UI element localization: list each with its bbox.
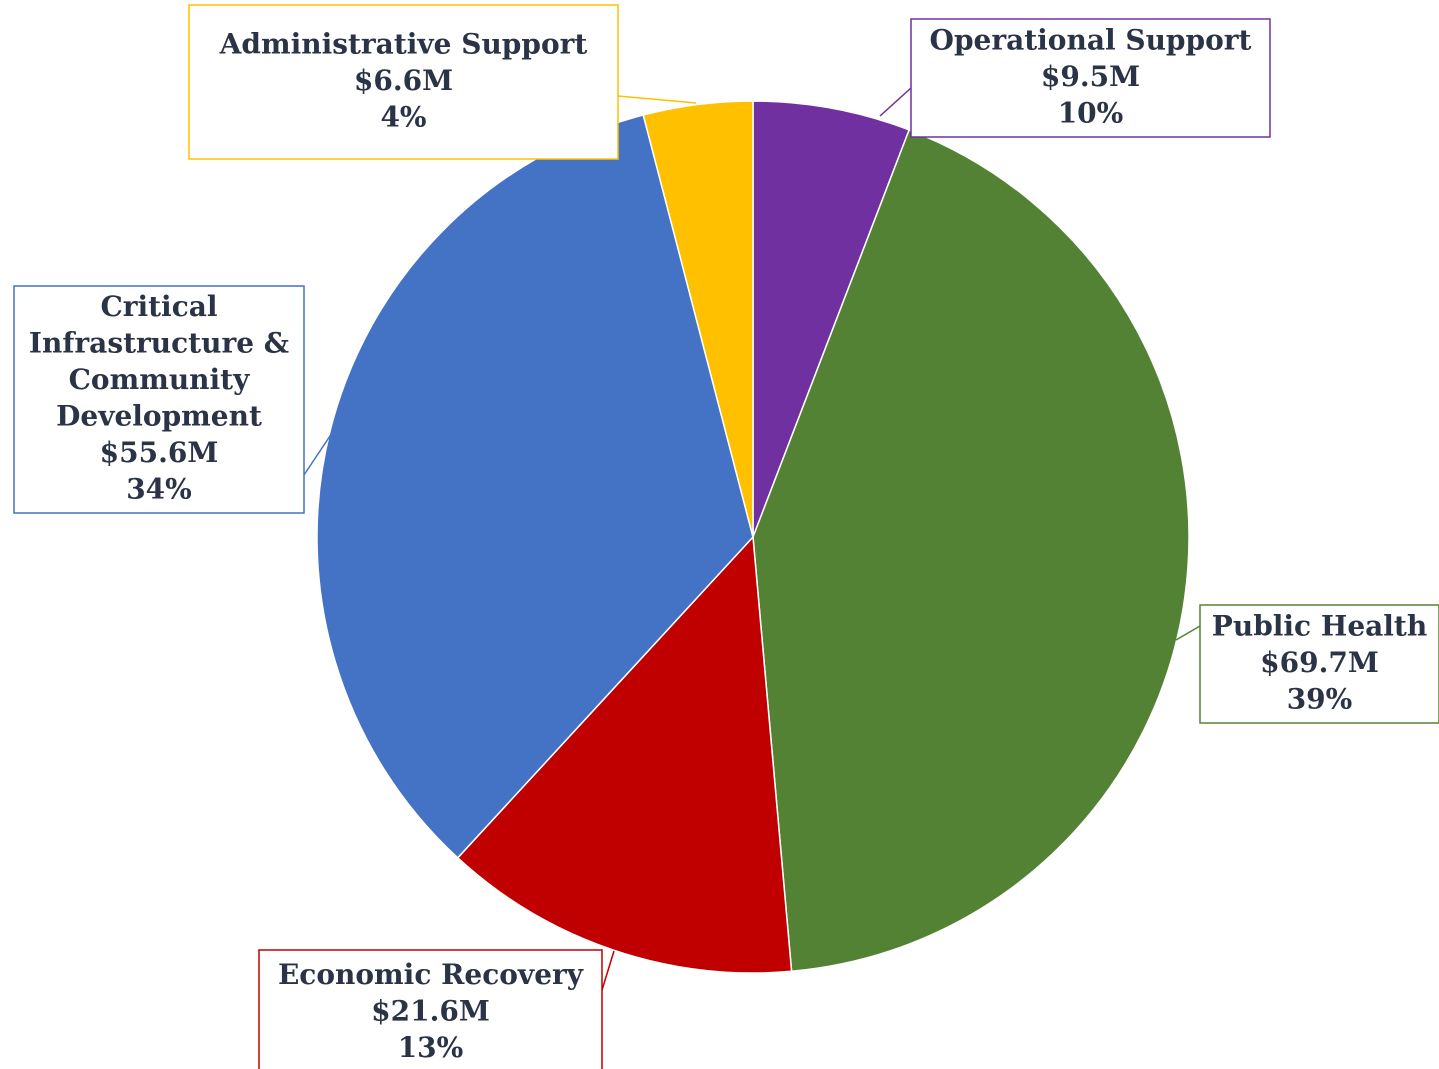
leader-line-1	[1175, 625, 1201, 641]
leader-line-3	[303, 429, 335, 476]
leader-lines	[303, 87, 1201, 991]
data-label-3: Critical Infrastructure &Community Develop…	[13, 285, 305, 514]
data-label-name-3-line-1: Infrastructure &	[29, 327, 289, 360]
data-label-pct-4: 4%	[380, 100, 426, 133]
pie-slice-1	[752, 128, 1190, 973]
pie-slice-4	[642, 100, 754, 538]
leader-line-4	[617, 95, 697, 104]
pie-slices	[316, 100, 1190, 974]
data-label-amount-1: $69.7M	[1260, 646, 1379, 679]
data-label-name-3-line-2: Community	[69, 363, 251, 396]
data-label-name-2: Economic Recovery	[278, 958, 584, 991]
data-label-name-3-line-0: Critical	[100, 290, 217, 323]
data-label-box-1	[1199, 604, 1439, 724]
data-label-pct-0: 10%	[1058, 96, 1124, 129]
data-label-amount-4: $6.6M	[354, 64, 453, 97]
data-label-box-0	[910, 18, 1271, 138]
data-label-name-3-line-3: Development	[56, 400, 262, 433]
data-label-box-4	[188, 4, 619, 160]
pie-slice-0	[752, 100, 911, 538]
data-label-pct-1: 39%	[1287, 682, 1353, 715]
data-label-4: Administrative Support $6.6M4%	[188, 4, 619, 160]
data-label-name-1: Public Health	[1212, 609, 1427, 642]
data-label-amount-3: $55.6M	[100, 436, 219, 469]
data-label-pct-2: 13%	[398, 1031, 464, 1064]
leader-line-2	[601, 950, 615, 991]
data-label-amount-0: $9.5M	[1041, 60, 1140, 93]
leader-line-0	[879, 87, 912, 117]
data-label-amount-2: $21.6M	[371, 994, 490, 1027]
data-label-name-4: Administrative Support	[219, 27, 588, 60]
pie-slice-3	[316, 114, 754, 859]
pie-slice-2	[456, 535, 793, 974]
data-label-box-3	[13, 285, 305, 514]
data-label-pct-3: 34%	[126, 473, 192, 506]
data-label-box-2	[258, 949, 603, 1069]
data-label-name-0: Operational Support	[930, 23, 1252, 56]
data-label-2: Economic Recovery$21.6M 13%	[258, 949, 603, 1069]
